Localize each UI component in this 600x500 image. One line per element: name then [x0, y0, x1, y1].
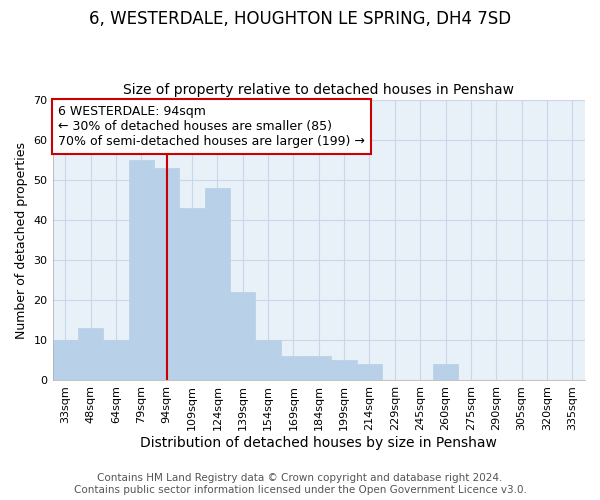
- Bar: [128, 160, 154, 380]
- Bar: [357, 364, 382, 380]
- Y-axis label: Number of detached properties: Number of detached properties: [15, 142, 28, 338]
- Bar: [281, 356, 306, 380]
- Bar: [53, 340, 78, 380]
- Text: 6 WESTERDALE: 94sqm
← 30% of detached houses are smaller (85)
70% of semi-detach: 6 WESTERDALE: 94sqm ← 30% of detached ho…: [58, 105, 365, 148]
- Text: Contains HM Land Registry data © Crown copyright and database right 2024.
Contai: Contains HM Land Registry data © Crown c…: [74, 474, 526, 495]
- Bar: [306, 356, 331, 380]
- Bar: [179, 208, 205, 380]
- X-axis label: Distribution of detached houses by size in Penshaw: Distribution of detached houses by size …: [140, 436, 497, 450]
- Bar: [78, 328, 103, 380]
- Bar: [154, 168, 179, 380]
- Bar: [103, 340, 128, 380]
- Bar: [256, 340, 281, 380]
- Bar: [433, 364, 458, 380]
- Bar: [205, 188, 230, 380]
- Title: Size of property relative to detached houses in Penshaw: Size of property relative to detached ho…: [123, 83, 514, 97]
- Text: 6, WESTERDALE, HOUGHTON LE SPRING, DH4 7SD: 6, WESTERDALE, HOUGHTON LE SPRING, DH4 7…: [89, 10, 511, 28]
- Bar: [230, 292, 256, 380]
- Bar: [331, 360, 357, 380]
